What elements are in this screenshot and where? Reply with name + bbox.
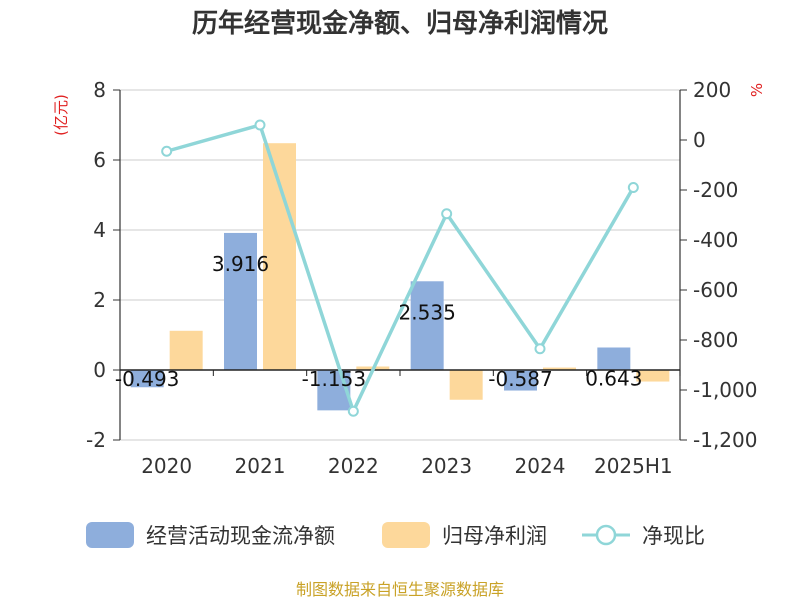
ratio-point — [161, 145, 173, 157]
right-axis-ticks: -1,200 -1,000 -800 -600 -400 -200 0 200 — [680, 78, 757, 452]
data-label: -0.493 — [115, 367, 179, 391]
x-tick-label: 2020 — [141, 454, 192, 478]
cashflow-bar — [504, 370, 537, 391]
ratio-point — [534, 343, 546, 355]
cashflow-bar — [597, 347, 631, 370]
net-profit-bar — [636, 370, 670, 382]
legend-net-profit-label: 归母净利润 — [442, 524, 547, 548]
right-tick-label: -1,200 — [693, 428, 757, 452]
ratio-line — [161, 119, 639, 417]
legend-ratio-label: 净现比 — [642, 524, 705, 548]
legend-ratio-swatch-marker — [595, 524, 617, 546]
data-label: -1.153 — [302, 367, 366, 391]
ratio-point — [627, 182, 639, 193]
x-tick-label: 2025H1 — [594, 454, 673, 478]
right-tick-label: 200 — [693, 78, 731, 102]
right-tick-label: -200 — [693, 178, 738, 202]
left-axis-unit: (亿元) — [52, 94, 70, 136]
left-tick-label: 8 — [93, 78, 106, 102]
right-tick-label: -400 — [693, 228, 738, 252]
x-tick-label: 2021 — [235, 454, 286, 478]
x-tick-label: 2022 — [328, 454, 379, 478]
left-tick-label: 6 — [93, 148, 106, 172]
right-tick-label: -1,000 — [693, 378, 757, 402]
legend: 经营活动现金流净额 归母净利润 净现比 — [86, 522, 705, 548]
data-label: 0.643 — [585, 366, 642, 390]
axes — [119, 90, 681, 440]
left-tick-label: -2 — [86, 428, 106, 452]
right-axis-unit: % — [748, 83, 766, 97]
ratio-line-path — [166, 122, 635, 416]
cashflow-bar — [130, 370, 164, 388]
net-profit-bar — [169, 330, 203, 370]
legend-cashflow-label: 经营活动现金流净额 — [146, 524, 335, 548]
left-axis-ticks: -2 0 2 4 6 8 — [86, 78, 120, 452]
chart-title: 历年经营现金净额、归母净利润情况 — [192, 8, 608, 39]
right-tick-label: -600 — [693, 278, 738, 302]
cashflow-bar — [224, 232, 257, 370]
ratio-point — [347, 405, 359, 417]
right-tick-label: -800 — [693, 328, 738, 352]
left-tick-label: 2 — [93, 288, 106, 312]
source-note: 制图数据来自恒生聚源数据库 — [296, 580, 504, 599]
bars — [130, 143, 670, 411]
legend-cashflow-swatch — [86, 522, 134, 548]
ratio-point — [441, 208, 453, 220]
left-tick-label: 4 — [93, 218, 106, 242]
ratio-point — [254, 119, 266, 131]
data-labels: -0.493 3.916 -1.153 2.535 -0.587 0.643 — [115, 252, 643, 391]
data-label: 2.535 — [399, 300, 456, 324]
net-profit-bar — [543, 367, 576, 370]
x-tick-label: 2024 — [515, 454, 566, 478]
x-axis-ticks: 2020 2021 2022 2023 2024 2025H1 — [141, 454, 672, 478]
net-profit-bar — [449, 370, 483, 400]
x-tick-label: 2023 — [421, 454, 472, 478]
data-label: 3.916 — [212, 252, 269, 276]
cashflow-bar — [410, 281, 444, 370]
left-tick-label: 0 — [93, 358, 106, 382]
legend-net-profit-swatch — [382, 522, 430, 548]
right-tick-label: 0 — [693, 128, 706, 152]
data-label: -0.587 — [488, 367, 552, 391]
